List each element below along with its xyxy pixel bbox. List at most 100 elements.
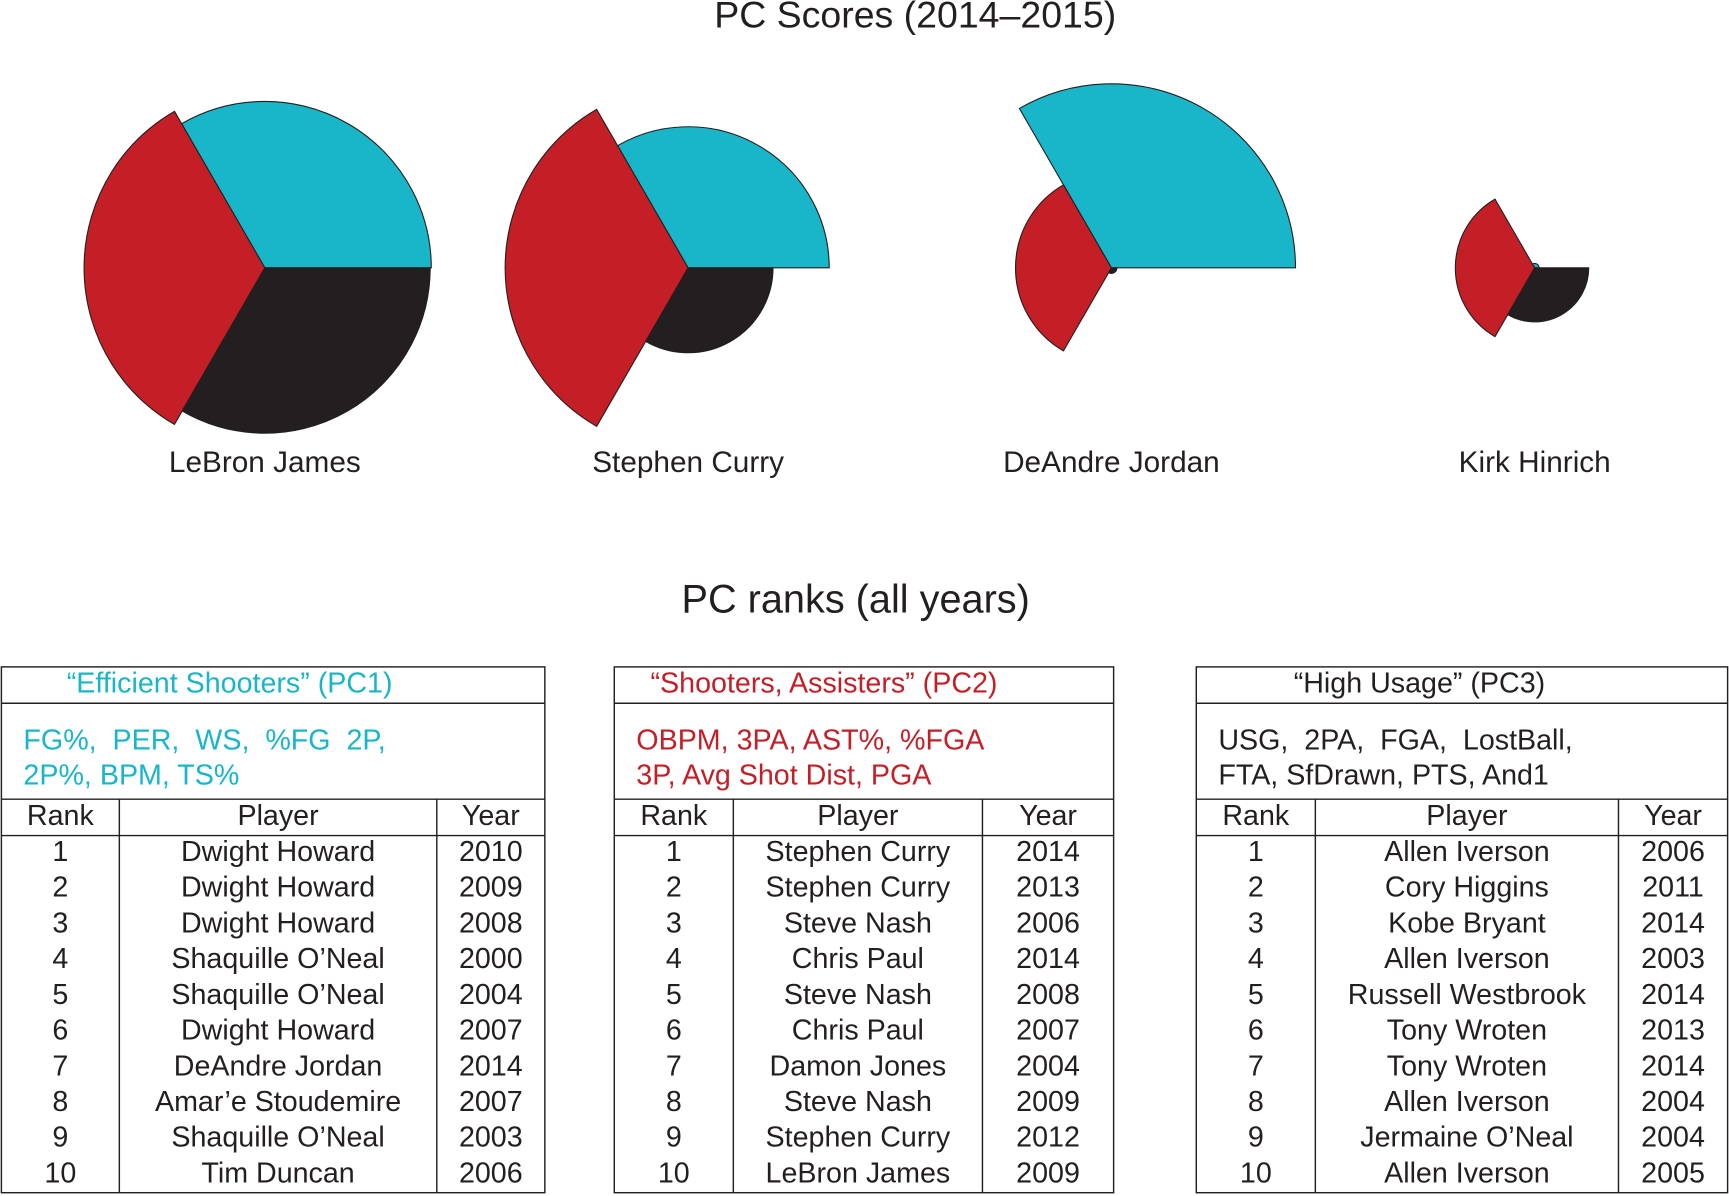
table-cell: Dwight Howard (181, 872, 375, 904)
table-cell: 6 (666, 1015, 682, 1047)
table-cell: 2012 (1016, 1122, 1080, 1154)
table-cell: 2014 (1016, 943, 1080, 975)
table-cell: 2009 (1016, 1086, 1080, 1118)
table-description: OBPM, 3PA, AST%, %FGA (636, 724, 985, 756)
table-cell: 9 (666, 1122, 682, 1154)
wedge (616, 126, 830, 269)
table-cell: 7 (666, 1050, 682, 1082)
wedge (1018, 83, 1297, 269)
table-cell: 4 (52, 943, 68, 975)
table-cell: Steve Nash (784, 907, 932, 939)
table-cell: 2003 (1641, 943, 1705, 975)
player-label: LeBron James (169, 446, 361, 479)
table-cell: Damon Jones (770, 1050, 947, 1082)
table-cell: 2007 (459, 1086, 523, 1118)
table-cell: Allen Iverson (1384, 943, 1550, 975)
table-cell: Allen Iverson (1384, 1086, 1550, 1118)
table-cell: 5 (52, 979, 68, 1011)
table-cell: Dwight Howard (181, 907, 375, 939)
table-cell: DeAndre Jordan (174, 1050, 383, 1082)
table-cell: Stephen Curry (766, 1122, 951, 1154)
table-cell: Jermaine O’Neal (1360, 1122, 1573, 1154)
table-cell: 10 (1240, 1157, 1272, 1189)
table-cell: 4 (1248, 943, 1264, 975)
table-cell: 8 (1248, 1086, 1264, 1118)
wedge (644, 267, 774, 354)
table-cell: Dwight Howard (181, 836, 375, 868)
column-header: Year (1019, 800, 1077, 832)
wedge (1454, 198, 1536, 338)
table-cell: 6 (52, 1015, 68, 1047)
table-cell: Chris Paul (792, 943, 924, 975)
table-cell: 2008 (1016, 979, 1080, 1011)
table-cell: 2014 (1641, 979, 1705, 1011)
table-border (0, 666, 546, 1194)
table-cell: 2006 (1016, 907, 1080, 939)
wedge (1506, 267, 1590, 323)
wedge (504, 108, 689, 428)
ranks-title: PC ranks (all years) (682, 577, 1030, 621)
table-cell: Shaquille O’Neal (171, 943, 384, 975)
table-cell: Tim Duncan (201, 1157, 354, 1189)
table-cell: Stephen Curry (766, 872, 951, 904)
table-cell: 9 (52, 1122, 68, 1154)
column-header: Year (462, 800, 520, 832)
table-cell: 3 (52, 907, 68, 939)
table-cell: Steve Nash (784, 1086, 932, 1118)
player-label: Stephen Curry (592, 446, 784, 479)
column-header: Player (1426, 800, 1508, 832)
table-cell: 2014 (1641, 1050, 1705, 1082)
table-cell: 2008 (459, 907, 523, 939)
table-cell: 10 (658, 1157, 690, 1189)
table-cell: 2014 (459, 1050, 523, 1082)
table-description: FG%, PER, WS, %FG 2P, (23, 724, 385, 756)
table-cell: 2005 (1641, 1157, 1705, 1189)
table-cell: Stephen Curry (766, 836, 951, 868)
table-cell: LeBron James (766, 1157, 951, 1189)
table-title: “Efficient Shooters” (PC1) (67, 668, 393, 700)
column-header: Rank (640, 800, 708, 832)
table-cell: 1 (52, 836, 68, 868)
table-cell: 2004 (1641, 1122, 1705, 1154)
table-cell: 10 (44, 1157, 76, 1189)
table-cell: Shaquille O’Neal (171, 979, 384, 1011)
player-label: Kirk Hinrich (1459, 446, 1611, 479)
table-cell: 2007 (1016, 1015, 1080, 1047)
table-cell: 2004 (459, 979, 523, 1011)
table-title: “High Usage” (PC3) (1294, 668, 1545, 700)
table-border (1195, 666, 1729, 1194)
table-cell: 2009 (1016, 1157, 1080, 1189)
table-cell: 5 (1248, 979, 1264, 1011)
table-cell: 2006 (459, 1157, 523, 1189)
table-cell: 8 (52, 1086, 68, 1118)
table-cell: 2000 (459, 943, 523, 975)
table-cell: 2014 (1641, 907, 1705, 939)
table-cell: Allen Iverson (1384, 1157, 1550, 1189)
wedge (1107, 267, 1118, 274)
table-cell: 2 (1248, 872, 1264, 904)
table-title: “Shooters, Assisters” (PC2) (651, 668, 998, 700)
table-cell: 2 (666, 872, 682, 904)
table-cell: 5 (666, 979, 682, 1011)
table-cell: 3 (666, 907, 682, 939)
table-cell: Chris Paul (792, 1015, 924, 1047)
table-cell: Tony Wroten (1387, 1015, 1547, 1047)
table-cell: Shaquille O’Neal (171, 1122, 384, 1154)
column-header: Year (1644, 800, 1702, 832)
column-header: Player (237, 800, 319, 832)
wedge (1015, 184, 1113, 352)
table-cell: Cory Higgins (1385, 872, 1549, 904)
table-cell: Kobe Bryant (1388, 907, 1546, 939)
table-cell: 3 (1248, 907, 1264, 939)
table-cell: Tony Wroten (1387, 1050, 1547, 1082)
table-cell: 2006 (1641, 836, 1705, 868)
table-cell: 2003 (459, 1122, 523, 1154)
table-border (613, 666, 1115, 1194)
table-cell: 7 (52, 1050, 68, 1082)
column-header: Player (817, 800, 899, 832)
table-cell: 2013 (1641, 1015, 1705, 1047)
table-cell: Steve Nash (784, 979, 932, 1011)
table-cell: 8 (666, 1086, 682, 1118)
